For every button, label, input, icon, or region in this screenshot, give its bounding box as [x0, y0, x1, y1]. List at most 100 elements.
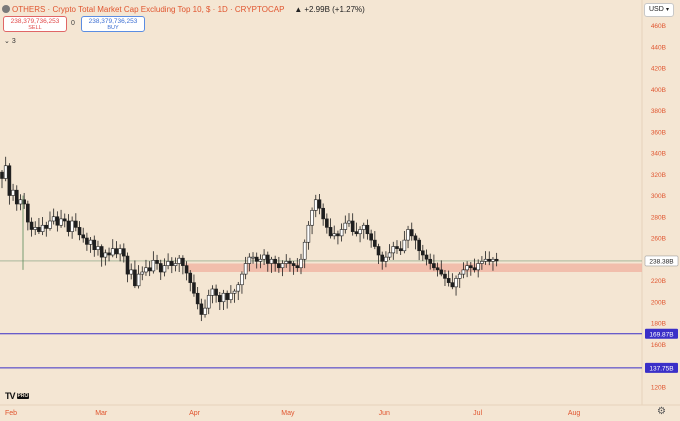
- candle-body: [129, 269, 133, 275]
- candle-body: [306, 224, 311, 243]
- candle-body: [450, 282, 455, 288]
- time-axis-tick: Apr: [189, 410, 201, 417]
- candle-body: [81, 234, 86, 239]
- candle-body: [92, 239, 97, 250]
- buy-button[interactable]: 238,379,736,253 BUY: [81, 16, 145, 32]
- price-axis-tick: 420B: [651, 66, 666, 73]
- candle-body: [365, 224, 370, 235]
- candle-body: [96, 246, 100, 250]
- indicators-toggle[interactable]: ⌄ 3: [4, 37, 16, 45]
- price-axis-tick: 360B: [651, 129, 666, 136]
- symbol-title[interactable]: OTHERS · Crypto Total Market Cap Excludi…: [12, 4, 285, 14]
- indicator-count: 3: [11, 38, 16, 45]
- candle-body: [480, 261, 484, 264]
- candle-body: [229, 292, 233, 300]
- candle-body: [347, 220, 351, 224]
- candle-body: [3, 165, 8, 179]
- candle-body: [240, 273, 244, 286]
- candle-body: [199, 303, 204, 315]
- candle-body: [446, 278, 451, 283]
- price-axis-tick: 400B: [651, 87, 666, 94]
- sell-label: SELL: [28, 25, 42, 31]
- candle-body: [494, 258, 499, 262]
- candle-body: [37, 227, 41, 232]
- candle-body: [361, 224, 366, 230]
- candle-body: [225, 292, 229, 300]
- candle-body: [140, 271, 145, 275]
- candle-body: [11, 189, 15, 196]
- candle-body: [85, 237, 89, 245]
- candle-body: [358, 229, 362, 235]
- candle-body: [428, 258, 433, 264]
- gear-icon[interactable]: ⚙: [657, 406, 666, 417]
- candle-body: [380, 254, 385, 262]
- price-axis-tick: 120B: [651, 384, 666, 391]
- candle-body: [325, 218, 329, 228]
- buy-price: 238,379,736,253: [88, 18, 138, 25]
- price-change-value: +2.99B (+1.27%): [304, 4, 365, 14]
- candle-body: [402, 239, 407, 252]
- candle-body: [18, 199, 23, 205]
- candle-body: [166, 261, 170, 266]
- candle-body: [350, 220, 355, 232]
- candle-body: [51, 216, 56, 222]
- candle-body: [291, 263, 296, 266]
- candle-body: [299, 258, 303, 269]
- candle-body: [170, 261, 174, 266]
- tradingview-logo: TV PRO: [5, 391, 30, 401]
- candle-body: [40, 224, 45, 232]
- candle-body: [66, 220, 71, 232]
- candle-body: [74, 220, 78, 228]
- candle-body: [406, 229, 410, 241]
- candle-body: [417, 239, 421, 252]
- time-axis-tick: Feb: [5, 410, 17, 417]
- time-axis-tick: Aug: [568, 410, 581, 417]
- candle-body: [421, 250, 425, 256]
- candle-body: [214, 288, 218, 296]
- candle-body: [236, 284, 241, 292]
- candle-body: [284, 261, 289, 264]
- candle-body: [243, 263, 248, 275]
- candle-body: [387, 252, 392, 258]
- current-price-tag: 238.38B: [649, 258, 673, 265]
- candle-body: [373, 239, 377, 247]
- price-axis-tick: 220B: [651, 278, 666, 285]
- price-axis-tick: 460B: [651, 23, 666, 30]
- price-axis-tick: 200B: [651, 299, 666, 306]
- candle-body: [469, 265, 473, 269]
- candle-body: [424, 254, 429, 260]
- candle-body: [269, 258, 274, 264]
- candle-body: [103, 252, 108, 258]
- candle-body: [133, 269, 137, 287]
- candle-body: [59, 218, 63, 226]
- sell-price: 238,379,736,253: [10, 18, 60, 25]
- line-price-tag-1: 169.87B: [649, 331, 673, 338]
- candle-body: [310, 210, 314, 226]
- candle-body: [77, 227, 82, 236]
- candle-body: [62, 218, 67, 222]
- candle-body: [313, 199, 318, 211]
- line-price-tag-2-bg: [645, 362, 678, 373]
- candle-body: [487, 258, 492, 262]
- candle-body: [491, 258, 495, 262]
- candle-body: [7, 165, 12, 196]
- candle-body: [110, 248, 115, 256]
- sell-button[interactable]: 238,379,736,253 SELL: [3, 16, 67, 32]
- candle-body: [177, 257, 181, 264]
- chevron-down-icon: ▾: [665, 7, 669, 13]
- candle-body: [147, 267, 152, 272]
- candle-body: [181, 257, 185, 266]
- candle-body: [247, 256, 252, 264]
- candle-body: [192, 282, 196, 294]
- price-axis-tick: 340B: [651, 151, 666, 158]
- candle-body: [70, 220, 74, 232]
- candle-body: [254, 256, 259, 262]
- currency-select[interactable]: USD ▾: [644, 3, 674, 17]
- time-axis-tick: May: [281, 410, 295, 417]
- candle-body: [391, 246, 396, 254]
- price-axis-tick: 260B: [651, 236, 666, 243]
- candle-body: [398, 248, 403, 252]
- price-axis-tick: 160B: [651, 342, 666, 349]
